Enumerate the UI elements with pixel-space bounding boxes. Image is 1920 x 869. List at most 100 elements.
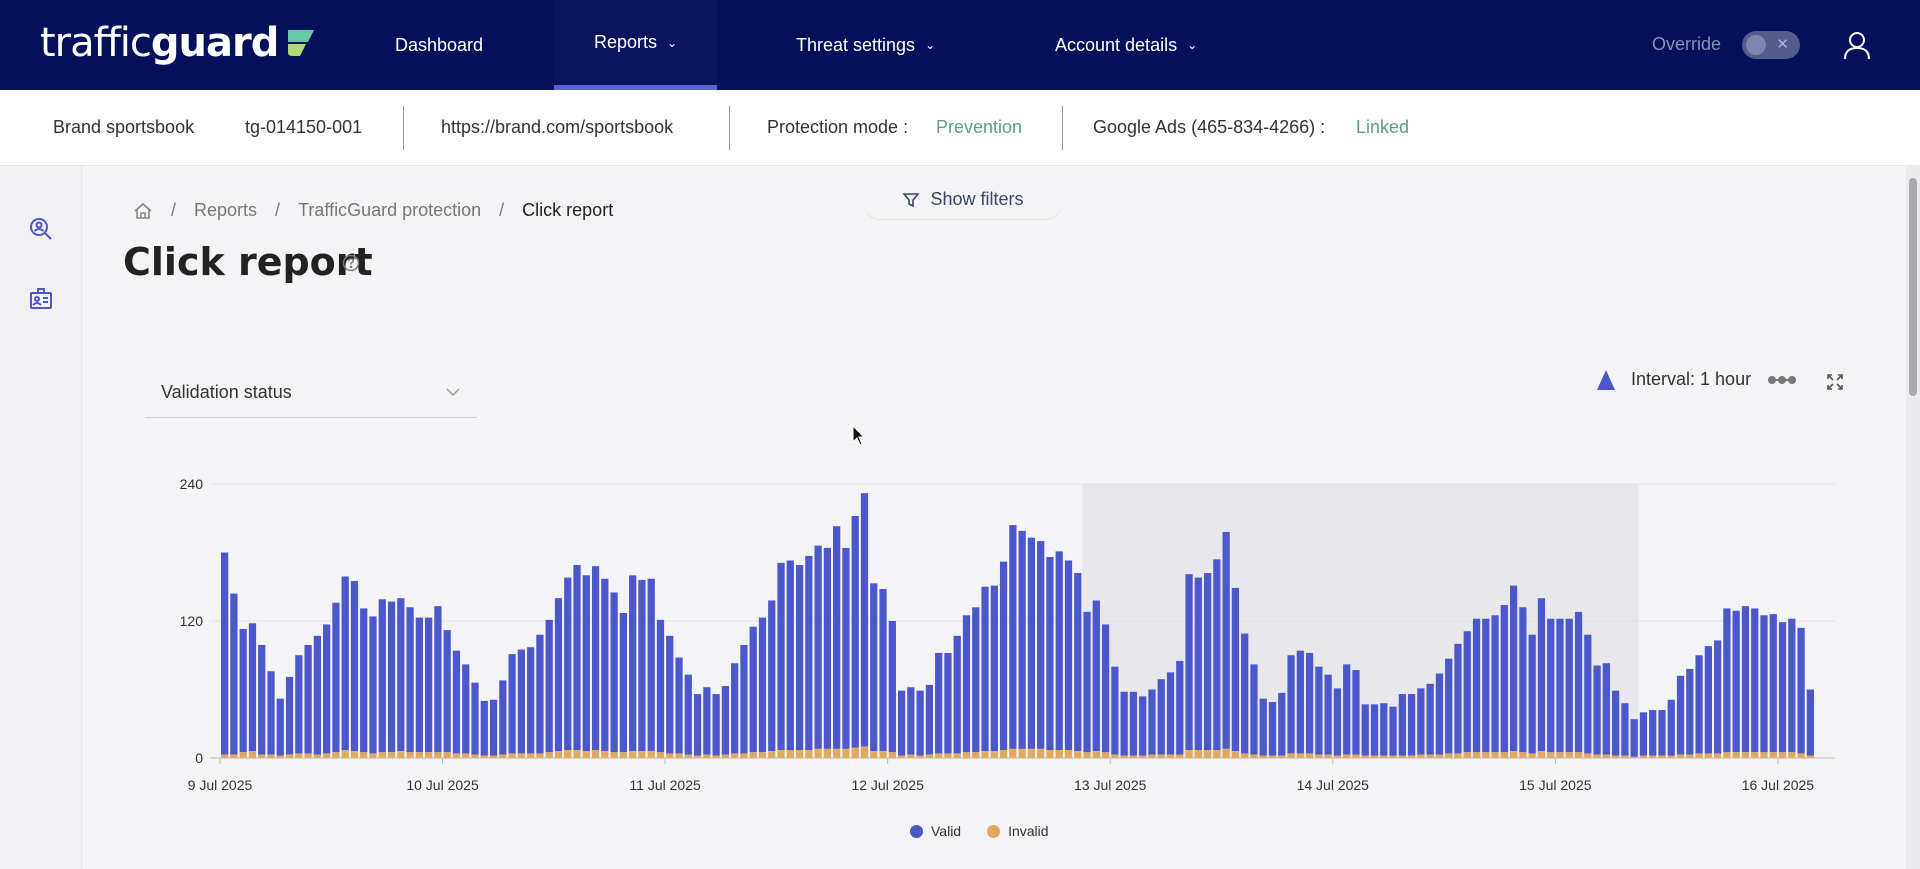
nav-reports[interactable]: Reports ⌄	[554, 0, 717, 90]
bar-invalid	[1714, 753, 1722, 758]
bar-invalid	[1101, 752, 1110, 758]
trafficguard-logo[interactable]: trafficguard	[40, 18, 318, 68]
bar-valid	[591, 566, 600, 751]
bar-valid	[731, 663, 739, 754]
mouse-cursor-icon	[852, 425, 866, 446]
interval-control[interactable]: Interval: 1 hour	[1597, 369, 1797, 390]
bar-valid	[462, 664, 470, 754]
nav-dashboard-label: Dashboard	[395, 34, 484, 55]
bar-invalid	[1055, 750, 1063, 758]
x-tick-label: 10 Jul 2025	[406, 777, 479, 793]
bar-invalid	[1565, 752, 1573, 758]
bar-invalid	[629, 751, 637, 758]
bar-valid	[972, 607, 980, 753]
bar-valid	[749, 626, 757, 753]
x-tick-label: 13 Jul 2025	[1074, 777, 1147, 793]
scrollbar-thumb[interactable]	[1909, 178, 1917, 396]
chevron-down-icon: ⌄	[925, 38, 936, 52]
override-toggle[interactable]: ✕	[1742, 31, 1800, 59]
bar-invalid	[1454, 753, 1462, 758]
nav-dashboard[interactable]: Dashboard	[395, 0, 483, 90]
bar-invalid	[731, 753, 739, 758]
bar-valid	[795, 565, 804, 751]
search-report-icon[interactable]	[28, 216, 54, 242]
bar-valid	[1092, 600, 1100, 752]
bar-valid	[1797, 627, 1805, 754]
x-tick-label: 15 Jul 2025	[1519, 777, 1592, 793]
bar-valid	[1704, 646, 1712, 754]
bar-valid	[443, 630, 451, 753]
home-icon[interactable]	[133, 201, 153, 221]
bar-invalid	[582, 751, 590, 758]
bar-invalid	[1166, 754, 1175, 758]
bar-invalid	[1500, 752, 1508, 758]
legend-valid[interactable]: Valid	[910, 823, 961, 839]
bar-invalid	[888, 752, 896, 758]
bar-invalid	[1797, 753, 1805, 758]
bar-valid	[332, 602, 340, 753]
bar-invalid	[684, 754, 692, 758]
bar-invalid	[1760, 752, 1768, 758]
user-icon[interactable]	[1842, 30, 1872, 60]
breadcrumb: / Reports / TrafficGuard protection / Cl…	[133, 200, 613, 221]
bar-invalid	[517, 753, 525, 758]
bar-invalid	[527, 753, 535, 758]
bar-invalid	[619, 752, 628, 758]
bar-valid	[1630, 719, 1638, 757]
bar-invalid	[276, 755, 284, 758]
bar-invalid	[1333, 755, 1342, 758]
bar-valid	[1500, 605, 1508, 753]
bar-invalid	[248, 751, 257, 758]
bar-invalid	[1092, 751, 1100, 758]
bar-valid	[1241, 633, 1249, 754]
bar-invalid	[1621, 755, 1629, 758]
bar-valid	[693, 694, 702, 756]
bar-invalid	[610, 752, 618, 758]
x-tick-label: 12 Jul 2025	[851, 777, 924, 793]
bar-valid	[1639, 712, 1648, 756]
bar-valid	[1398, 694, 1406, 756]
bar-valid	[1426, 683, 1434, 755]
bar-valid	[1751, 608, 1759, 753]
y-tick-label: 120	[180, 613, 204, 629]
click-chart: 0 120 240 9 Jul 2025 10 Jul 2025 11 Jul 2025 1…	[180, 476, 1835, 793]
bar-valid	[397, 598, 405, 752]
bar-invalid	[897, 755, 906, 758]
bar-valid	[907, 687, 915, 755]
chevron-down-icon	[446, 388, 460, 397]
bar-invalid	[1157, 754, 1165, 758]
bar-invalid	[721, 754, 730, 758]
fullscreen-icon[interactable]	[1826, 373, 1844, 391]
bar-invalid	[406, 752, 414, 758]
breadcrumb-protection[interactable]: TrafficGuard protection	[298, 200, 482, 220]
bar-invalid	[1083, 752, 1091, 758]
protection-mode-label: Protection mode :	[767, 117, 909, 137]
bar-invalid	[1324, 754, 1332, 758]
help-icon[interactable]	[342, 254, 360, 272]
bar-valid	[666, 635, 674, 754]
show-filters-button[interactable]: Show filters	[863, 180, 1063, 220]
bar-invalid	[1037, 748, 1045, 758]
bar-invalid	[564, 750, 572, 758]
nav-account-details[interactable]: Account details ⌄	[1055, 0, 1197, 90]
legend-invalid[interactable]: Invalid	[987, 823, 1049, 839]
bar-invalid	[1612, 755, 1620, 758]
id-badge-icon[interactable]	[28, 286, 54, 312]
interval-label: Interval: 1 hour	[1631, 369, 1752, 389]
bar-invalid	[953, 753, 961, 758]
bar-valid	[267, 671, 275, 755]
page-scrollbar[interactable]	[1906, 166, 1920, 869]
bar-invalid	[1250, 754, 1258, 758]
bar-invalid	[1472, 752, 1481, 758]
chart-legend: Valid Invalid	[910, 823, 1049, 839]
bar-valid	[768, 600, 776, 752]
nav-threat-settings[interactable]: Threat settings ⌄	[796, 0, 935, 90]
group-by-select[interactable]: Validation status	[145, 372, 477, 418]
breadcrumb-reports[interactable]: Reports	[194, 200, 258, 220]
bar-invalid	[1278, 755, 1286, 758]
bar-invalid	[823, 748, 832, 758]
interval-slider-icon[interactable]	[1767, 374, 1797, 386]
bar-invalid	[1046, 750, 1054, 758]
bar-invalid	[1417, 754, 1425, 758]
x-tick-label: 16 Jul 2025	[1742, 777, 1815, 793]
